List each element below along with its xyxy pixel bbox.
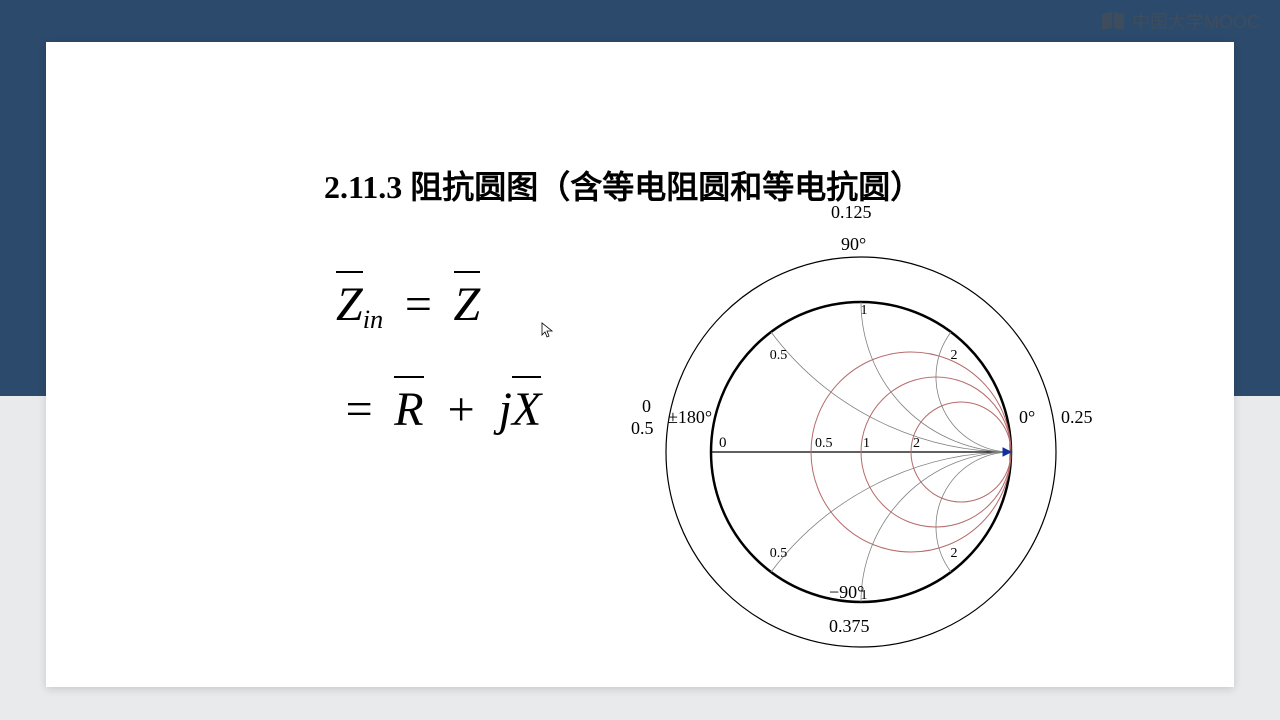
var-X: X	[512, 383, 541, 436]
wavelength-left-bottom: 0.5	[631, 418, 654, 439]
var-Z: Z	[336, 278, 363, 331]
svg-text:0.5: 0.5	[770, 348, 788, 363]
formula: Zin = Z = R + jX	[336, 267, 541, 449]
svg-text:2: 2	[913, 436, 920, 451]
sub-in: in	[363, 304, 384, 334]
watermark: 中国大学MOOC	[1100, 8, 1260, 34]
angle-top: 90°	[841, 234, 866, 255]
book-icon	[1100, 11, 1126, 31]
formula-line-1: Zin = Z	[336, 267, 541, 344]
formula-line-2: = R + jX	[336, 372, 541, 449]
svg-text:0: 0	[719, 435, 727, 451]
svg-text:0.5: 0.5	[815, 436, 833, 451]
wavelength-bottom: 0.375	[829, 616, 870, 637]
eq-1: =	[405, 278, 432, 331]
wavelength-left-top: 0	[642, 396, 651, 417]
var-R: R	[394, 383, 423, 436]
watermark-text: 中国大学MOOC	[1132, 8, 1260, 34]
svg-text:1: 1	[863, 436, 870, 451]
svg-text:0.5: 0.5	[770, 546, 788, 561]
wavelength-right: 0.25	[1061, 407, 1093, 428]
angle-right: 0°	[1019, 407, 1035, 428]
smith-chart: 00.5120.5120.512 0.125 90° 0° 0.25 −90° …	[621, 212, 1101, 692]
slide: 2.11.3 阻抗圆图（含等电阻圆和等电抗圆） Zin = Z = R + jX…	[46, 42, 1234, 687]
angle-left: ±180°	[668, 407, 712, 428]
svg-text:1: 1	[861, 303, 868, 318]
svg-text:2: 2	[951, 348, 958, 363]
var-j: j	[499, 383, 512, 436]
cursor-icon	[541, 322, 553, 338]
plus: +	[448, 383, 475, 436]
svg-text:2: 2	[951, 546, 958, 561]
eq-2: =	[346, 383, 373, 436]
var-Z2: Z	[454, 278, 481, 331]
wavelength-top: 0.125	[831, 202, 872, 223]
angle-bottom: −90°	[829, 582, 864, 603]
